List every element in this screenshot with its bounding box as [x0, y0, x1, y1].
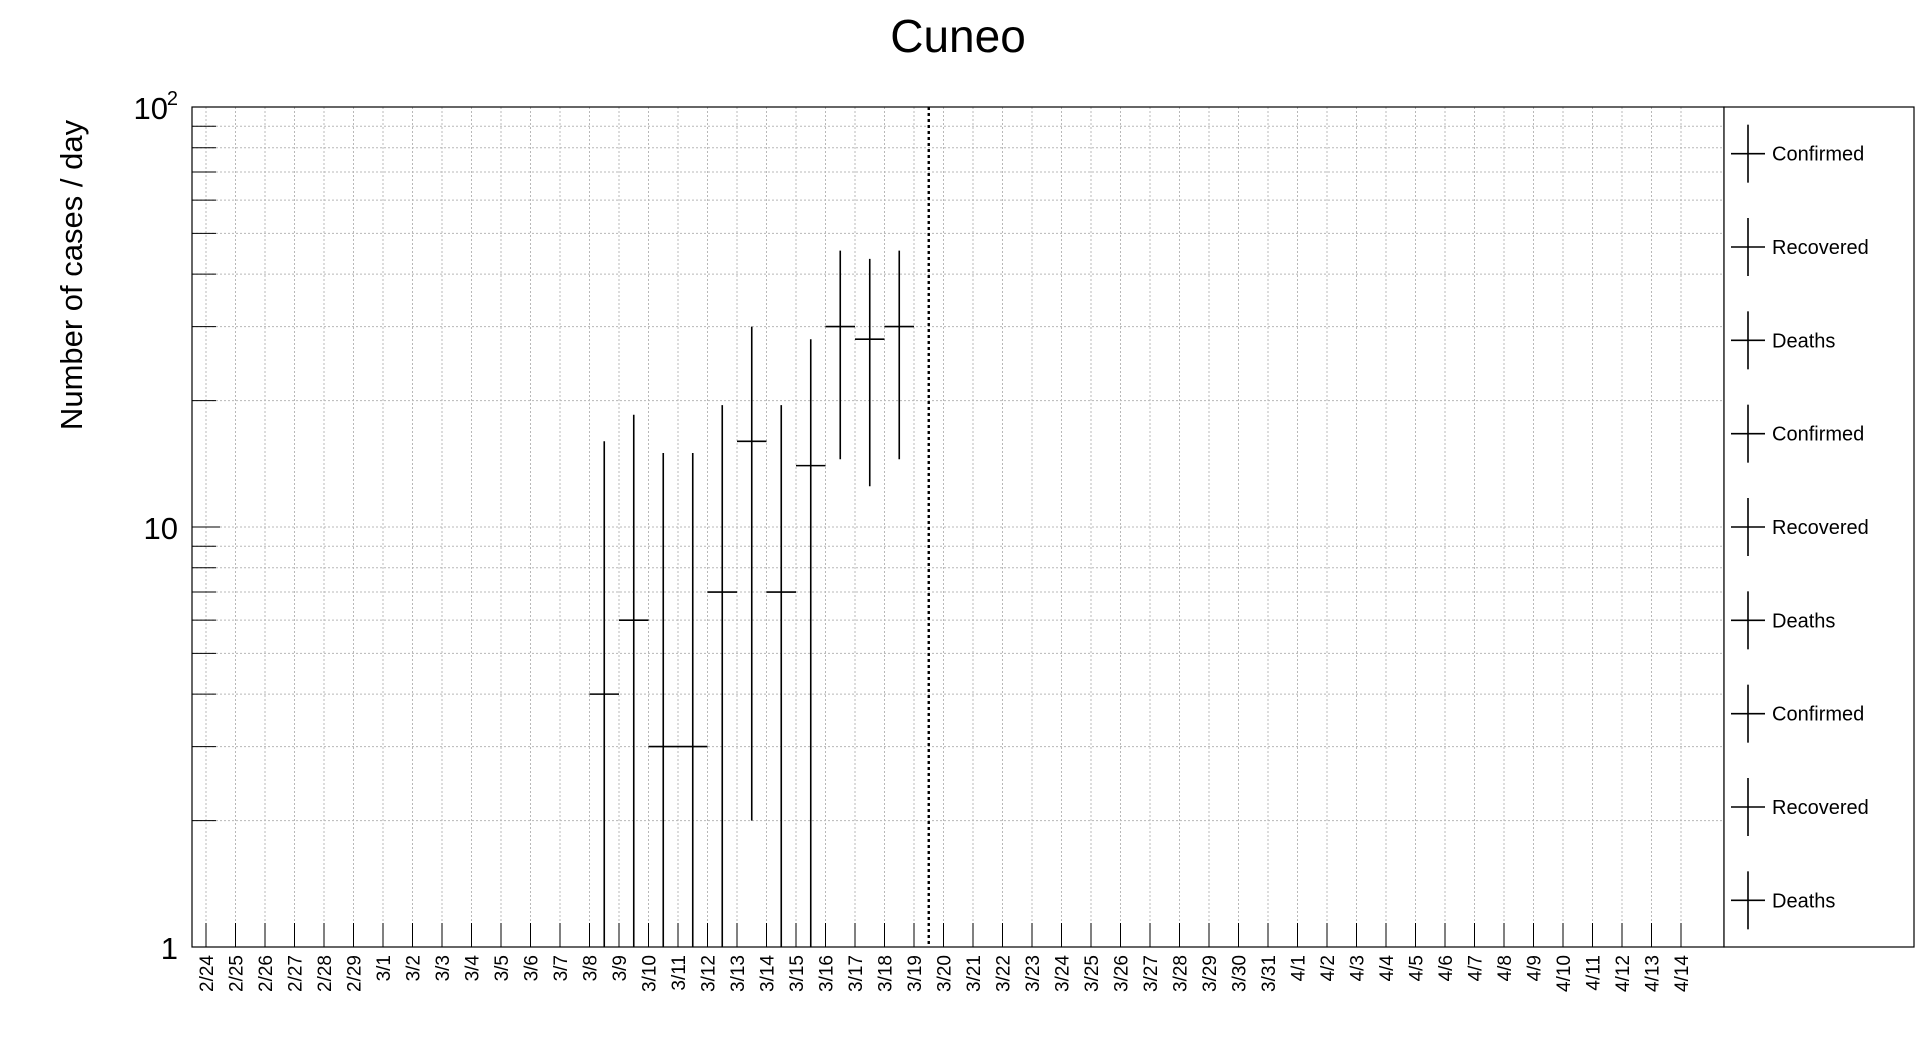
x-tick-label: 3/20 — [935, 955, 956, 992]
x-tick-label: 3/17 — [846, 955, 867, 992]
legend-label: Recovered — [1772, 517, 1869, 539]
x-tick-label: 3/25 — [1082, 955, 1103, 992]
x-tick-label: 3/26 — [1112, 955, 1133, 992]
legend-entry: Confirmed — [1731, 684, 1864, 743]
x-tick-label: 3/31 — [1259, 955, 1280, 992]
legend: Confirmed Recovered Deaths Confirmed Recover… — [1723, 106, 1915, 948]
x-tick-label: 3/27 — [1141, 955, 1162, 992]
x-tick-label: 2/25 — [227, 955, 248, 992]
x-tick-label: 4/3 — [1348, 955, 1369, 981]
x-tick-label: 3/21 — [964, 955, 985, 992]
y-tick-label-exponent: 2 — [167, 88, 178, 110]
x-tick-label: 2/26 — [256, 955, 277, 992]
y-axis-label: Number of cases / day — [54, 119, 89, 430]
x-tick-label: 3/18 — [876, 955, 897, 992]
x-tick-label: 2/28 — [315, 955, 336, 992]
legend-label: Deaths — [1772, 890, 1835, 912]
data-point — [619, 414, 649, 947]
x-tick-label: 4/10 — [1554, 955, 1575, 992]
x-tick-label: 3/12 — [699, 955, 720, 992]
x-tick-label: 4/8 — [1495, 955, 1516, 981]
x-tick-label: 3/9 — [610, 955, 631, 981]
x-tick-label: 4/7 — [1466, 955, 1487, 981]
data-point — [766, 405, 796, 947]
x-tick-label: 3/13 — [728, 955, 749, 992]
data-point — [737, 326, 767, 821]
x-tick-label: 4/14 — [1672, 955, 1693, 992]
legend-entry: Confirmed — [1731, 404, 1864, 463]
chart-title: Cuneo — [890, 10, 1026, 62]
x-tick-label: 3/15 — [787, 955, 808, 992]
data-layer — [589, 107, 930, 947]
x-tick-label: 4/9 — [1525, 955, 1546, 981]
x-tick-label: 3/1 — [374, 955, 395, 981]
legend-entry: Deaths — [1731, 591, 1835, 650]
x-tick-label: 3/30 — [1230, 955, 1251, 992]
x-tick-label: 4/4 — [1377, 955, 1398, 982]
x-tick-label: 3/10 — [640, 955, 661, 992]
legend-label: Confirmed — [1772, 144, 1864, 166]
legend-label: Deaths — [1772, 610, 1835, 632]
legend-label: Deaths — [1772, 330, 1835, 352]
x-tick-label: 4/11 — [1584, 955, 1605, 991]
y-tick-label: 10 — [144, 511, 178, 546]
x-tick-label: 3/6 — [522, 955, 543, 981]
x-tick-label: 3/7 — [551, 955, 572, 981]
data-point — [707, 405, 737, 947]
x-tick-label: 2/27 — [286, 955, 307, 992]
grid-layer — [192, 107, 1724, 947]
y-tick-label: 1 — [161, 931, 178, 966]
y-tick-label: 10 — [134, 91, 168, 126]
x-tick-label: 3/16 — [817, 955, 838, 992]
x-tick-label: 3/23 — [1023, 955, 1044, 992]
x-tick-label: 3/29 — [1200, 955, 1221, 992]
data-point — [884, 250, 914, 460]
legend-label: Confirmed — [1772, 704, 1864, 726]
data-point — [825, 250, 855, 460]
legend-entry: Recovered — [1731, 498, 1869, 556]
x-tick-label: 3/24 — [1053, 955, 1074, 992]
x-tick-label: 3/8 — [581, 955, 602, 981]
data-point — [796, 339, 826, 947]
legend-entry: Deaths — [1731, 311, 1835, 370]
legend-entry: Deaths — [1731, 871, 1835, 930]
legend-label: Confirmed — [1772, 424, 1864, 446]
x-tick-label: 4/6 — [1436, 955, 1457, 981]
x-tick-label: 3/11 — [669, 955, 690, 991]
x-tick-label: 4/12 — [1613, 955, 1634, 992]
legend-entry: Recovered — [1731, 218, 1869, 276]
x-tick-label: 3/28 — [1171, 955, 1192, 992]
x-tick-label: 2/24 — [197, 955, 218, 992]
x-tick-label: 4/2 — [1318, 955, 1339, 981]
x-tick-label: 3/3 — [433, 955, 454, 981]
legend-entry: Confirmed — [1731, 124, 1864, 183]
x-tick-label: 3/19 — [905, 955, 926, 992]
data-point — [855, 258, 885, 487]
legend-label: Recovered — [1772, 797, 1869, 819]
x-tick-label: 3/2 — [404, 955, 425, 981]
x-tick-label: 3/4 — [463, 955, 484, 982]
legend-entry: Recovered — [1731, 778, 1869, 836]
legend-label: Recovered — [1772, 237, 1869, 259]
data-point — [589, 441, 619, 947]
x-tick-label: 3/14 — [758, 955, 779, 992]
x-tick-label: 4/13 — [1643, 955, 1664, 992]
x-tick-label: 4/5 — [1407, 955, 1428, 981]
axis-layer: 2/24 2/25 2/26 2/27 2/28 2/29 3/1 3/2 3/3 3/4 3/5 3… — [134, 88, 1725, 992]
x-tick-label: 2/29 — [345, 955, 366, 992]
x-tick-label: 3/5 — [492, 955, 513, 981]
data-point — [678, 453, 708, 947]
x-tick-label: 3/22 — [994, 955, 1015, 992]
data-point — [648, 453, 678, 947]
x-tick-label: 4/1 — [1289, 955, 1310, 981]
